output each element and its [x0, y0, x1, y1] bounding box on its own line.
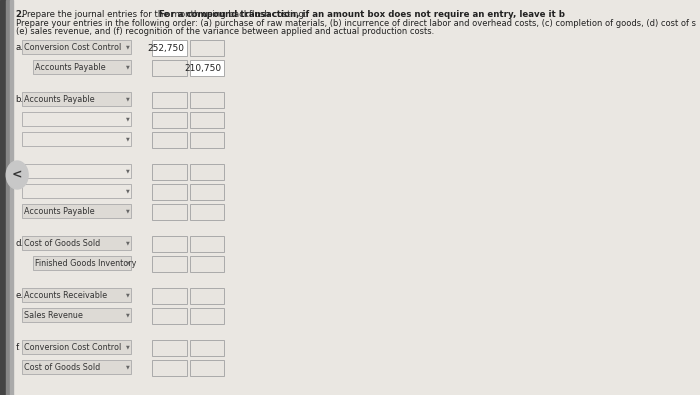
Text: <: <: [12, 169, 22, 181]
Bar: [190, 132, 224, 148]
Bar: [33, 256, 132, 270]
Text: ▼: ▼: [126, 365, 130, 369]
Bar: [0, 0, 6, 395]
Text: Prepare the journal entries for the month using backflush costing.: Prepare the journal entries for the mont…: [22, 10, 309, 19]
Text: Accounts Payable: Accounts Payable: [25, 207, 94, 216]
Text: Prepare your entries in the following order: (a) purchase of raw materials, (b) : Prepare your entries in the following or…: [15, 19, 696, 28]
Text: c.: c.: [15, 167, 23, 175]
Bar: [22, 132, 132, 146]
Bar: [153, 236, 187, 252]
Bar: [22, 40, 132, 54]
Bar: [153, 340, 187, 356]
Bar: [190, 288, 224, 304]
Text: ▼: ▼: [126, 312, 130, 318]
Bar: [153, 92, 187, 108]
Bar: [153, 360, 187, 376]
Text: ▼: ▼: [126, 344, 130, 350]
Bar: [22, 360, 132, 374]
Text: ▼: ▼: [126, 293, 130, 297]
Bar: [22, 204, 132, 218]
Text: ▼: ▼: [126, 117, 130, 122]
Bar: [190, 112, 224, 128]
Text: Cost of Goods Sold: Cost of Goods Sold: [25, 239, 101, 248]
Text: Accounts Payable: Accounts Payable: [35, 62, 106, 71]
Text: ▼: ▼: [126, 64, 130, 70]
Text: Accounts Receivable: Accounts Receivable: [25, 290, 107, 299]
Bar: [22, 308, 132, 322]
Bar: [153, 60, 187, 76]
Bar: [190, 236, 224, 252]
Bar: [6, 0, 10, 395]
Bar: [153, 164, 187, 180]
Circle shape: [6, 161, 28, 189]
Text: b.: b.: [15, 94, 24, 103]
Bar: [153, 204, 187, 220]
Text: For a compound transaction, if an amount box does not require an entry, leave it: For a compound transaction, if an amount…: [160, 10, 566, 19]
Bar: [22, 236, 132, 250]
Text: e.: e.: [15, 290, 24, 299]
Text: ▼: ▼: [126, 169, 130, 173]
Bar: [33, 60, 132, 74]
Text: ▼: ▼: [126, 260, 130, 265]
Text: ▼: ▼: [126, 45, 130, 49]
Text: 210,750: 210,750: [185, 64, 222, 73]
Text: d.: d.: [15, 239, 24, 248]
Bar: [190, 40, 224, 56]
Text: Conversion Cost Control: Conversion Cost Control: [25, 342, 122, 352]
Bar: [153, 132, 187, 148]
Bar: [22, 92, 132, 106]
Bar: [22, 288, 132, 302]
Bar: [190, 164, 224, 180]
Bar: [153, 308, 187, 324]
Text: Cost of Goods Sold: Cost of Goods Sold: [25, 363, 101, 372]
Text: ▼: ▼: [126, 188, 130, 194]
Text: Finished Goods Inventory: Finished Goods Inventory: [35, 258, 136, 267]
Text: ▼: ▼: [126, 209, 130, 214]
Text: (e) sales revenue, and (f) recognition of the variance between applied and actua: (e) sales revenue, and (f) recognition o…: [15, 27, 434, 36]
Bar: [153, 40, 187, 56]
Bar: [22, 184, 132, 198]
Text: ▼: ▼: [126, 241, 130, 246]
Bar: [153, 288, 187, 304]
Text: Accounts Payable: Accounts Payable: [25, 94, 94, 103]
Bar: [190, 184, 224, 200]
Bar: [190, 256, 224, 272]
Text: a.: a.: [15, 43, 24, 51]
Bar: [190, 360, 224, 376]
Text: Sales Revenue: Sales Revenue: [25, 310, 83, 320]
Text: 252,750: 252,750: [148, 43, 184, 53]
Bar: [190, 204, 224, 220]
Bar: [190, 308, 224, 324]
Bar: [10, 0, 13, 395]
Bar: [22, 112, 132, 126]
Bar: [190, 60, 224, 76]
Bar: [190, 340, 224, 356]
Bar: [190, 92, 224, 108]
Text: ▼: ▼: [126, 96, 130, 102]
Text: Conversion Cost Control: Conversion Cost Control: [25, 43, 122, 51]
Text: f.: f.: [15, 342, 21, 352]
Bar: [153, 112, 187, 128]
Bar: [22, 340, 132, 354]
Bar: [153, 184, 187, 200]
Text: 2.: 2.: [15, 10, 25, 19]
Text: ▼: ▼: [126, 137, 130, 141]
Bar: [22, 164, 132, 178]
Bar: [153, 256, 187, 272]
